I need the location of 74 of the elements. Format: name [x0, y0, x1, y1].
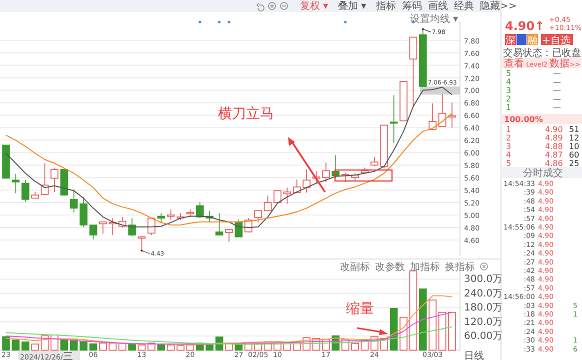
candlestick	[390, 94, 398, 144]
annotation: 横刀立马	[218, 106, 274, 122]
bar	[157, 344, 166, 351]
bar	[99, 342, 107, 351]
y-tick-label: 60.00万	[464, 330, 503, 342]
text: 4.90↑	[505, 19, 545, 33]
bar	[12, 340, 20, 351]
text: 5 4.86 25	[506, 159, 580, 168]
annotation: 加指标	[410, 261, 440, 273]
candlestick	[215, 212, 224, 236]
text: 4 —	[506, 78, 561, 86]
bar	[351, 342, 359, 351]
bar	[166, 344, 175, 351]
text: 4 4.87 60	[506, 150, 580, 160]
bar	[21, 342, 30, 351]
text: 融	[528, 34, 538, 46]
candlestick	[448, 102, 456, 128]
candlestick	[21, 180, 30, 202]
candlestick	[89, 224, 98, 240]
bar	[176, 345, 184, 351]
y-tick-label: 120.0万	[464, 316, 503, 328]
bar	[448, 312, 456, 351]
candlestick	[40, 162, 49, 196]
annotation: 换指标	[445, 261, 475, 273]
candlestick	[322, 162, 330, 182]
text: 叠加 ▾	[338, 0, 366, 12]
bar	[138, 344, 146, 351]
text: 1 4.90 51	[506, 125, 580, 134]
candlestick	[254, 210, 262, 223]
text: 复权 ▾	[300, 0, 328, 12]
candlestick	[166, 209, 175, 220]
text: 隐藏>>	[480, 0, 517, 12]
text: 2 —	[506, 94, 561, 104]
bar	[419, 288, 427, 351]
text: 1 —	[506, 103, 561, 112]
candlestick	[12, 173, 20, 194]
bar	[89, 343, 98, 351]
candlestick	[99, 222, 107, 234]
y-tick-label: 240.0万	[464, 288, 503, 300]
text: 日线	[464, 350, 484, 360]
y-tick-label: 180.0万	[464, 302, 503, 314]
candlestick	[148, 217, 156, 236]
y-tick-label: 300.0万	[464, 274, 503, 286]
text: +自选	[542, 34, 570, 46]
text: 3 4.88 10	[506, 142, 580, 151]
candlestick	[128, 218, 136, 237]
candlestick	[225, 228, 233, 242]
annotation: 改副标	[340, 261, 370, 273]
text: 交易状态：已收盘	[503, 47, 582, 59]
candlestick	[50, 167, 58, 192]
annotation: 改参数	[375, 261, 405, 273]
bar	[128, 344, 136, 351]
bar	[428, 300, 437, 351]
candlestick	[409, 36, 418, 107]
text: 3 —	[506, 86, 561, 95]
text: 指标	[375, 0, 396, 12]
line-series	[6, 326, 452, 345]
text: 5 —	[506, 69, 561, 78]
candlestick	[264, 195, 272, 212]
candlestick	[157, 212, 166, 223]
text: 100.00%	[504, 115, 543, 124]
bar	[2, 336, 10, 351]
text: 分时成交	[523, 167, 563, 179]
bar	[438, 312, 446, 351]
annotation: 缩量	[346, 301, 374, 317]
text: 经典	[454, 0, 474, 12]
bar	[409, 270, 418, 351]
text: 画线	[428, 0, 448, 12]
bar	[31, 344, 39, 351]
candlestick	[283, 187, 292, 204]
text: 筹码	[402, 0, 422, 12]
text: 2 4.89 12	[506, 134, 580, 142]
bar	[108, 342, 117, 351]
text: 深	[506, 34, 516, 46]
